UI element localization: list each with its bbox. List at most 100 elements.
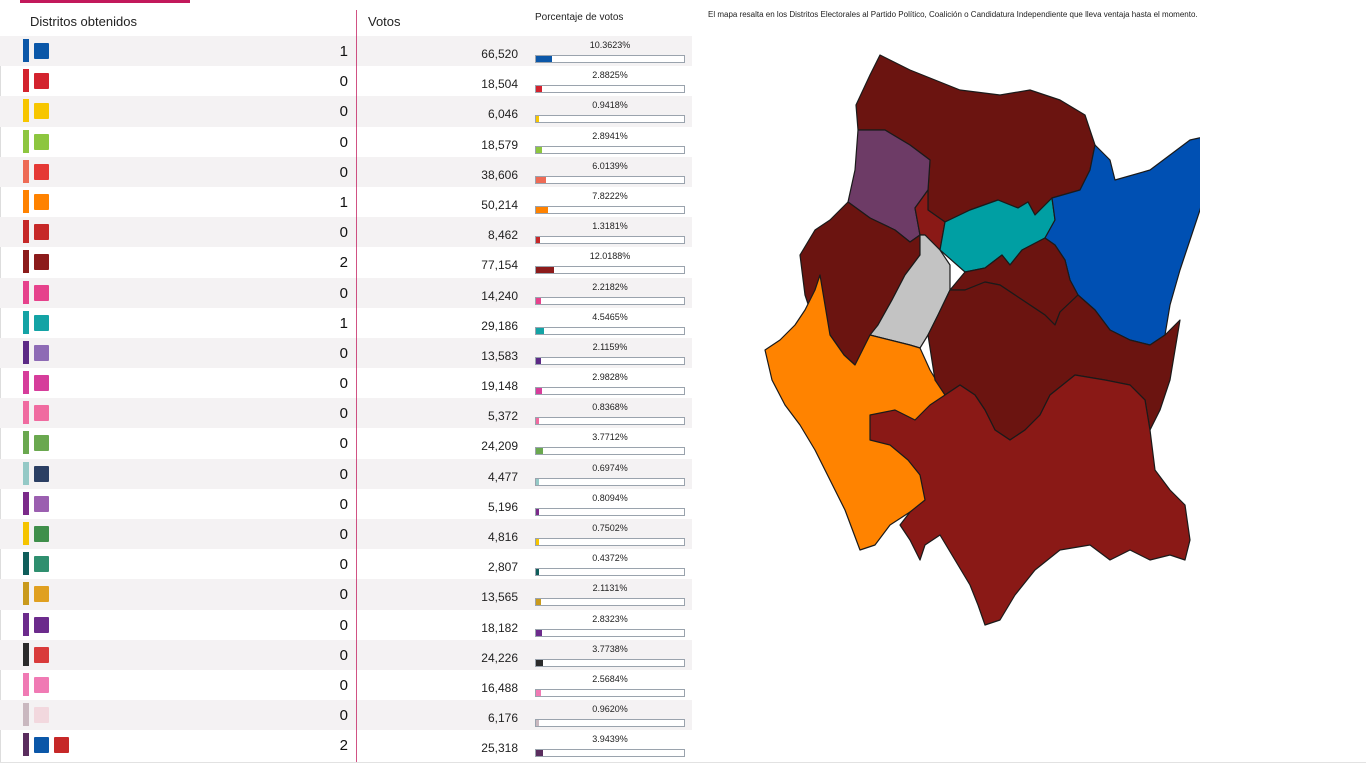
local-party-logo [34, 556, 49, 573]
distritos-value: 0 [339, 526, 348, 543]
percentage-bar [535, 507, 685, 516]
party-color-stripe [23, 220, 29, 244]
percentage-bar [535, 55, 685, 63]
local-party-logo [34, 586, 49, 603]
table-row[interactable]: 0 8,462 1.3181% [0, 217, 692, 248]
distritos-value: 0 [339, 163, 348, 181]
distritos-value: 0 [339, 405, 348, 423]
percentage-label: 2.2182% [592, 281, 628, 292]
party-color-stripe [23, 703, 29, 727]
percentage-bar-fill [536, 478, 539, 485]
percentage-bar [535, 236, 685, 245]
table-row[interactable]: 0 5,372 0.8368% [0, 398, 692, 429]
table-row[interactable]: 0 5,196 0.8094% [0, 489, 692, 519]
distritos-value: 1 [339, 43, 348, 60]
local-party-logo [34, 495, 49, 512]
header-distritos: Distritos obtenidos [30, 14, 137, 29]
table-row[interactable]: 0 18,504 2.8825% [0, 66, 692, 96]
percentage-bar-fill [536, 146, 542, 153]
percentage-label: 2.9828% [592, 372, 628, 383]
table-row[interactable]: 0 2,807 0.4372% [0, 549, 692, 579]
distritos-value: 0 [339, 465, 348, 483]
percentage-bar [535, 417, 685, 426]
votos-value: 6,176 [487, 711, 518, 726]
votos-value: 13,565 [481, 590, 518, 605]
table-row[interactable]: 0 14,240 2.2182% [0, 277, 692, 308]
table-row[interactable]: 0 6,046 0.9418% [0, 96, 692, 127]
percentage-bar [535, 356, 685, 365]
table-row[interactable]: 0 13,583 2.1159% [0, 337, 692, 369]
percentage-label: 2.8323% [592, 613, 628, 624]
table-row[interactable]: 0 18,182 2.8323% [0, 610, 692, 640]
top-accent-bar [20, 0, 190, 3]
votos-value: 13,583 [481, 348, 518, 363]
votos-value: 5,372 [487, 409, 518, 424]
percentage-bar-fill [536, 86, 542, 93]
table-row[interactable]: 2 77,154 12.0188% [0, 247, 692, 277]
local-party-logo [34, 405, 49, 422]
local-party-logo [34, 465, 49, 482]
prd-logo [34, 103, 49, 120]
column-divider [356, 10, 357, 762]
table-row[interactable]: 0 6,176 0.9620% [0, 700, 692, 731]
percentage-label: 0.7502% [592, 523, 628, 533]
party-color-stripe [23, 733, 29, 757]
table-row[interactable]: 0 18,579 2.8941% [0, 127, 692, 157]
votos-value: 24,226 [481, 650, 518, 665]
percentage-bar-fill [536, 297, 541, 304]
percentage-label: 0.4372% [592, 553, 628, 564]
district-south[interactable] [869, 374, 1191, 626]
percentage-bar [535, 175, 685, 184]
local-party-logo [34, 526, 49, 542]
table-row[interactable]: 1 66,520 10.3623% [0, 36, 692, 67]
table-row[interactable]: 0 4,477 0.6974% [0, 458, 692, 489]
table-row[interactable]: 1 50,214 7.8222% [0, 187, 692, 217]
percentage-bar-fill [536, 508, 540, 515]
distritos-value: 0 [339, 495, 348, 513]
percentage-label: 2.8825% [592, 70, 628, 81]
percentage-bar [535, 538, 685, 546]
party-color-stripe [23, 99, 29, 123]
percentage-bar [535, 205, 685, 214]
votos-value: 19,148 [481, 379, 518, 394]
table-row[interactable]: 0 13,565 2.1131% [0, 579, 692, 610]
table-row[interactable]: 0 24,226 3.7738% [0, 639, 692, 670]
percentage-bar-fill [536, 569, 539, 576]
party-color-stripe [23, 189, 29, 213]
votos-value: 18,579 [481, 137, 518, 152]
table-row[interactable]: 0 4,816 0.7502% [0, 519, 692, 550]
pt-logo [34, 163, 49, 180]
party-color-stripe [23, 129, 29, 153]
local-party-logo [34, 676, 49, 693]
percentage-label: 0.8094% [592, 492, 628, 503]
percentage-label: 0.9620% [592, 704, 628, 715]
votos-value: 29,186 [481, 318, 518, 333]
votos-value: 18,504 [481, 77, 518, 92]
party-color-stripe [23, 340, 29, 364]
percentage-bar [535, 85, 685, 94]
table-row[interactable]: 2 25,318 3.9439% [0, 730, 692, 760]
distritos-value: 0 [339, 707, 348, 725]
table-row[interactable]: 0 24,209 3.7712% [0, 428, 692, 458]
percentage-bar [535, 658, 685, 667]
local-party-logo [34, 435, 49, 452]
percentage-label: 4.5465% [592, 311, 628, 322]
percentage-bar-fill [536, 689, 542, 696]
table-row[interactable]: 1 29,186 4.5465% [0, 308, 692, 338]
percentage-bar-fill [536, 448, 544, 455]
table-row[interactable]: 0 38,606 6.0139% [0, 156, 692, 187]
distritos-value: 0 [339, 646, 348, 664]
party-color-stripe [23, 39, 29, 62]
table-row[interactable]: 0 19,148 2.9828% [0, 368, 692, 398]
percentage-bar-fill [536, 357, 541, 364]
votos-value: 24,209 [481, 439, 518, 454]
percentage-label: 2.8941% [592, 130, 628, 141]
percentage-label: 3.7712% [592, 432, 628, 443]
local-party-logo [34, 344, 49, 361]
votos-value: 5,196 [487, 499, 518, 514]
percentage-bar-fill [536, 720, 540, 727]
party-color-stripe [23, 461, 29, 485]
votos-value: 2,807 [487, 560, 518, 575]
percentage-bar [535, 688, 685, 697]
table-row[interactable]: 0 16,488 2.5684% [0, 670, 692, 700]
